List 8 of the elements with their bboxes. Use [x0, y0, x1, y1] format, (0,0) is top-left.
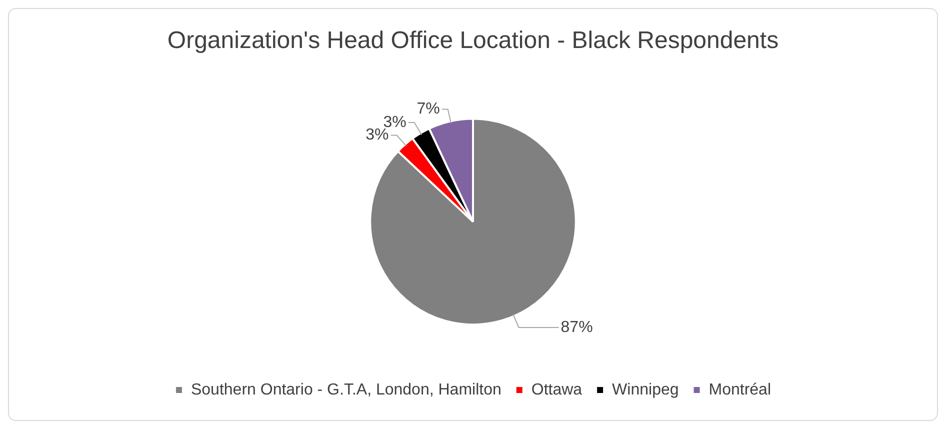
- chart-title: Organization's Head Office Location - Black Respondents: [167, 27, 779, 54]
- data-label: 7%: [416, 100, 440, 118]
- legend-label: Winnipeg: [612, 381, 679, 398]
- data-label: 3%: [366, 126, 389, 144]
- legend-label: Ottawa: [531, 381, 582, 398]
- data-label: 87%: [560, 318, 593, 336]
- legend-label: Montréal: [708, 381, 772, 398]
- legend-label: Southern Ontario - G.T.A, London, Hamilton: [190, 381, 502, 398]
